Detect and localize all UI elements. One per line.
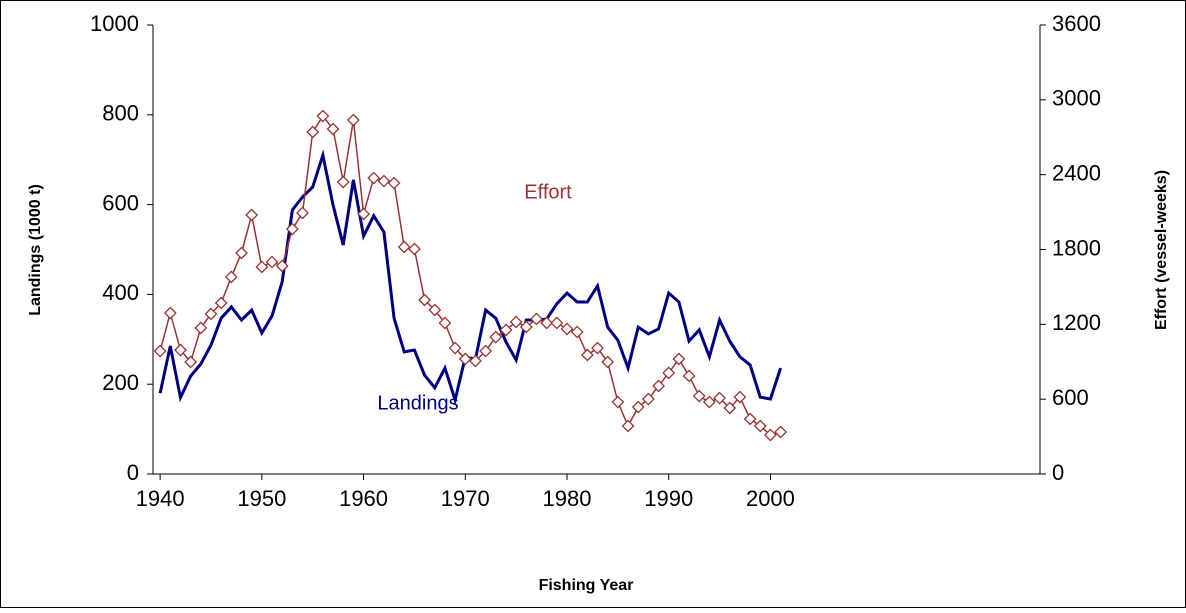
marker <box>194 321 208 335</box>
marker <box>184 355 198 369</box>
y2-axis-label: Effort (vessel-weeks) <box>1153 170 1170 330</box>
marker <box>469 354 482 368</box>
marker <box>163 306 177 320</box>
marker <box>540 316 554 330</box>
marker <box>346 113 360 127</box>
marker <box>336 175 350 189</box>
marker <box>774 425 788 439</box>
marker <box>519 320 533 334</box>
marker <box>560 322 574 336</box>
marker <box>265 255 279 269</box>
x-tick-label: 1950 <box>237 486 286 511</box>
y-tick-label: 600 <box>102 190 139 215</box>
marker <box>570 325 584 339</box>
marker <box>611 395 625 409</box>
x-axis-label: Fishing Year <box>539 577 634 594</box>
marker <box>316 109 330 123</box>
marker <box>723 401 737 415</box>
x-tick-label: 1980 <box>543 486 592 511</box>
marker <box>591 341 604 355</box>
marker <box>743 412 757 426</box>
marker <box>499 323 513 337</box>
y2-tick-label: 3000 <box>1052 86 1101 111</box>
series-label: Effort <box>524 181 572 203</box>
marker <box>428 303 442 317</box>
marker <box>530 312 543 326</box>
marker <box>692 389 706 403</box>
x-tick-label: 1990 <box>644 486 693 511</box>
marker <box>489 330 503 344</box>
x-tick-label: 1970 <box>441 486 490 511</box>
y-tick-label: 0 <box>127 460 139 485</box>
y2-tick-label: 600 <box>1052 385 1089 410</box>
y-axis-label: Landings (1000 t) <box>27 184 44 316</box>
y-tick-label: 200 <box>102 370 139 395</box>
marker <box>672 352 686 366</box>
marker <box>448 341 462 355</box>
marker <box>174 343 187 357</box>
y-tick-label: 800 <box>102 101 139 126</box>
marker <box>550 316 564 330</box>
marker <box>235 246 248 260</box>
y2-tick-label: 1800 <box>1052 235 1101 260</box>
marker <box>357 207 370 221</box>
y-tick-label: 1000 <box>90 11 139 36</box>
marker <box>387 176 401 190</box>
marker <box>153 344 167 358</box>
marker <box>458 352 472 366</box>
x-tick-label: 1960 <box>339 486 388 511</box>
marker <box>245 208 259 222</box>
y2-tick-label: 0 <box>1052 460 1064 485</box>
marker <box>377 174 391 188</box>
marker <box>367 171 381 185</box>
marker <box>631 400 645 414</box>
marker <box>662 366 676 380</box>
marker <box>214 296 228 310</box>
y-tick-label: 400 <box>102 280 139 305</box>
marker <box>285 222 299 236</box>
marker <box>296 206 309 220</box>
marker <box>418 293 432 307</box>
marker <box>408 242 421 256</box>
x-tick-label: 1940 <box>136 486 185 511</box>
x-tick-label: 2000 <box>746 486 795 511</box>
marker <box>479 344 493 358</box>
marker <box>326 122 340 136</box>
marker <box>652 379 665 393</box>
marker <box>713 391 727 405</box>
series-label: Landings <box>377 392 458 414</box>
marker <box>397 240 411 254</box>
marker <box>204 307 218 321</box>
marker <box>733 390 747 404</box>
marker <box>753 419 767 433</box>
marker <box>601 355 615 369</box>
marker <box>224 270 238 284</box>
marker <box>275 259 289 273</box>
marker <box>580 348 594 362</box>
marker <box>438 316 452 330</box>
marker <box>702 395 716 409</box>
marker <box>641 392 655 406</box>
y2-tick-label: 3600 <box>1052 11 1101 36</box>
y2-tick-label: 1200 <box>1052 310 1101 335</box>
marker <box>621 419 635 433</box>
marker <box>764 428 777 442</box>
marker <box>306 125 320 139</box>
marker <box>509 315 523 329</box>
y2-tick-label: 2400 <box>1052 160 1101 185</box>
marker <box>255 260 269 274</box>
marker <box>682 369 696 383</box>
